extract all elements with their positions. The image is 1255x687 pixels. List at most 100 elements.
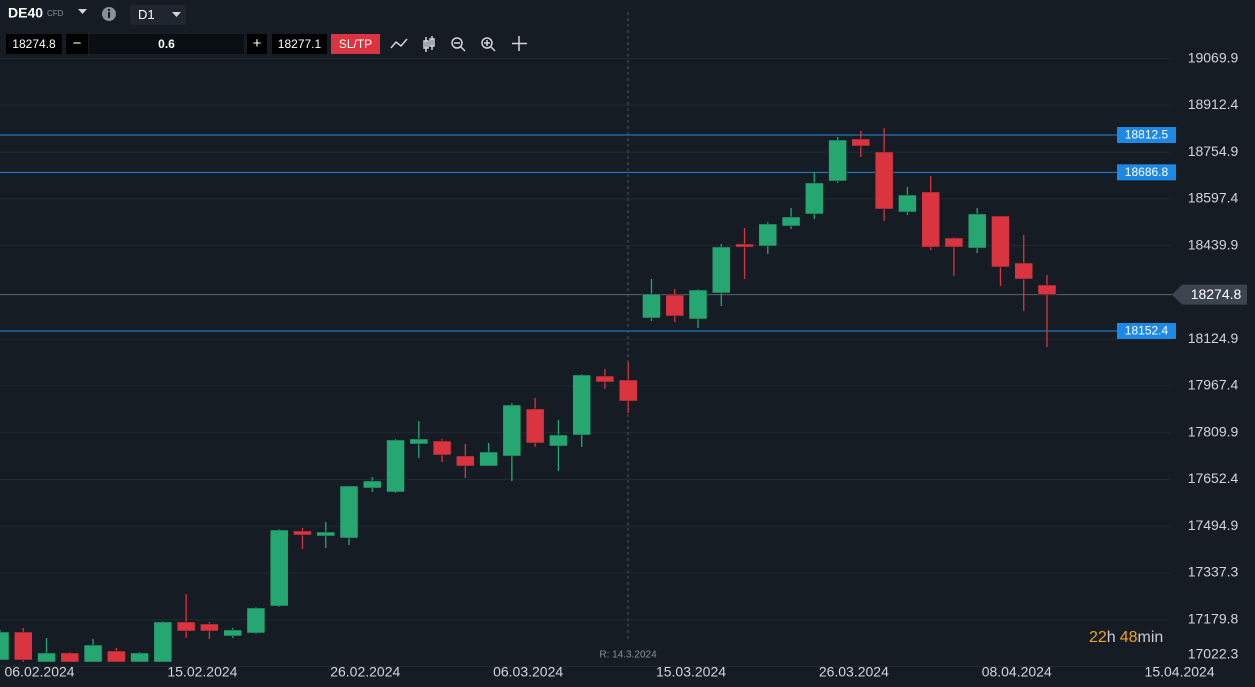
countdown-hours: 22 [1089,629,1107,646]
x-tick-label: 08.04.2024 [982,664,1052,680]
countdown-minutes-unit: min [1138,629,1164,646]
candle-body [130,652,149,663]
current-price-tag [1172,284,1247,305]
candle-body [595,375,615,383]
countdown-text: 22h 48min [1089,629,1163,646]
candle-icon[interactable] [423,36,435,52]
timeframe-dropdown[interactable] [172,12,181,17]
price-line-tag [1117,127,1176,144]
y-tick-label: 17022.3 [1188,646,1239,662]
candle-body [967,213,987,249]
candle-body [293,530,312,536]
timeframe-select[interactable] [130,5,186,25]
candle-body [60,652,80,663]
candle-body [14,631,33,661]
x-tick-label: 06.02.2024 [4,664,74,680]
candle-body [83,644,103,663]
candle-body [363,480,382,489]
candle-body [153,621,173,663]
sell-price[interactable]: 18274.8 [6,34,62,54]
y-tick-label: 17652.4 [1188,470,1239,486]
volume-input[interactable]: 0.6 [89,34,244,54]
candle-body [781,216,801,227]
candle-body [688,289,708,320]
candle-body [432,440,452,456]
candle-body [269,529,289,607]
x-tick-label: 26.02.2024 [330,664,400,680]
symbol-type: CFD [47,9,64,18]
price-line-label: 18812.5 [1125,128,1169,142]
candle-body [735,243,754,248]
x-tick-label: 15.04.2024 [1145,664,1215,680]
candle-body [409,438,429,445]
candle-body [921,191,940,248]
candle-body [828,139,847,182]
candle-body [1014,262,1033,280]
candle-body [805,182,824,215]
candle-body [712,246,731,294]
timeframe: D1 [138,7,155,22]
candle-body [944,237,964,248]
candle-body [874,151,894,210]
y-tick-label: 18754.9 [1188,143,1239,159]
candle-body [898,194,917,213]
move-icon[interactable] [512,36,527,51]
candle-body [758,223,778,247]
zoom-out-icon[interactable] [451,37,466,52]
price-line-label: 18686.8 [1125,165,1169,179]
current-price-label: 18274.8 [1191,286,1242,302]
candle-body [316,531,335,537]
sltp-button[interactable]: SL/TP [331,34,380,54]
candle-body [386,439,405,493]
x-tick-label: 15.02.2024 [167,664,237,680]
candle-body [525,408,545,444]
y-tick-label: 17494.9 [1188,517,1239,533]
info-icon[interactable] [102,7,116,21]
x-tick-label: 15.03.2024 [656,664,726,680]
candle-body [176,621,196,632]
candle-body [502,404,522,457]
x-tick-label: 06.03.2024 [493,664,563,680]
y-tick-label: 17337.3 [1188,564,1239,580]
y-tick-label: 19069.9 [1188,49,1239,65]
candle-body [618,379,638,402]
line-chart-icon[interactable] [390,38,408,49]
y-tick-label: 18124.9 [1188,330,1239,346]
price-line-tag [1117,164,1176,181]
candle-body [0,631,10,661]
zoom-in-icon[interactable] [481,37,496,52]
countdown: 22h 48min [1089,629,1163,646]
buy-price[interactable]: 18277.1 [272,34,327,54]
candle-body [549,434,568,447]
countdown-minutes: 48 [1120,629,1138,646]
y-tick-label: 18439.9 [1188,236,1239,252]
countdown-hours-unit: h [1107,629,1116,646]
candle-body [642,293,661,319]
price-line-label: 18152.4 [1125,324,1169,338]
symbol: DE40 [8,5,43,21]
candle-body [665,294,684,317]
price-line-tag [1117,322,1176,339]
candle-body [200,623,219,632]
x-tick-label: 26.03.2024 [819,664,889,680]
candle-body [1037,284,1057,295]
volume-minus[interactable]: − [66,34,88,54]
candle-body [851,138,871,147]
y-tick-label: 18912.4 [1188,96,1239,112]
candle-body [572,374,591,436]
candle-body [37,652,56,663]
y-tick-label: 17809.9 [1188,423,1239,439]
candle-body [479,451,498,467]
candle-body [339,485,359,539]
annotation-label: R: 14.3.2024 [599,650,657,661]
symbol-dropdown[interactable] [78,9,87,14]
y-tick-label: 17967.4 [1188,377,1239,393]
y-tick-label: 17179.8 [1188,610,1239,626]
candle-body [107,650,126,663]
volume-plus[interactable]: + [247,34,267,54]
candle-body [991,215,1010,268]
y-tick-label: 18597.4 [1188,190,1239,206]
candle-body [456,455,475,467]
